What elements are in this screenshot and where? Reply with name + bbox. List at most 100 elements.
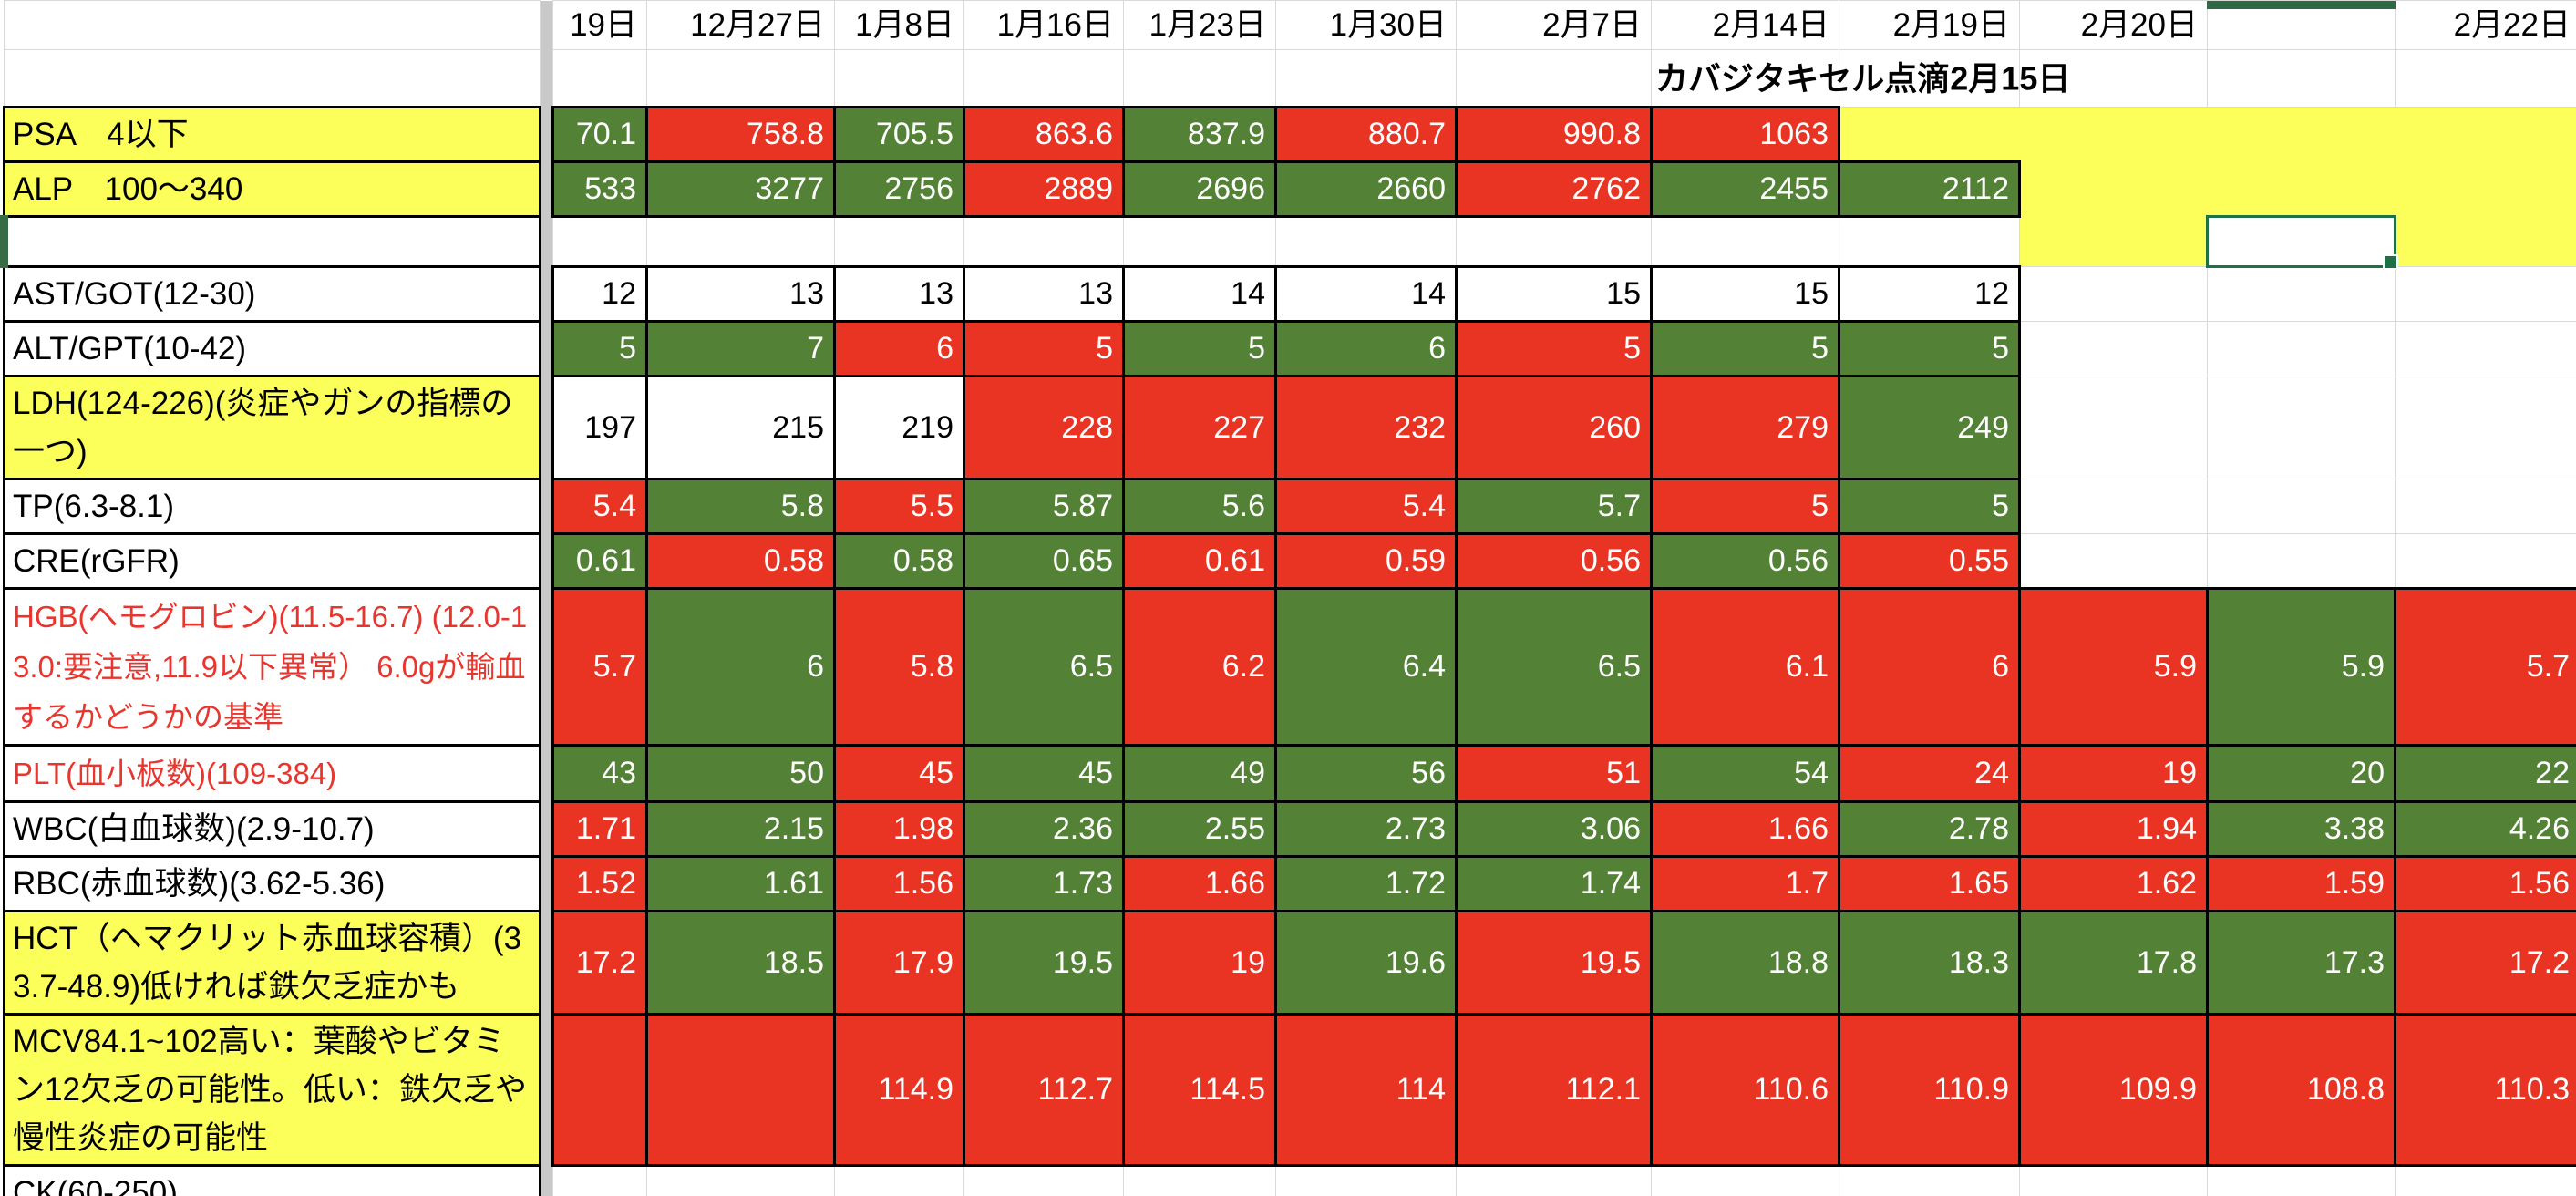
date-header-0[interactable]: 19日: [552, 0, 647, 50]
note-row-cell-9[interactable]: [2019, 49, 2208, 108]
cell-rbc-2月20日[interactable]: 1.62: [2018, 855, 2209, 912]
row-label-hgb[interactable]: HGB(ヘモグロビン)(11.5-16.7) (12.0-13.0:要注意,11…: [3, 587, 541, 747]
date-header-3[interactable]: 1月16日: [963, 0, 1124, 50]
cell-mcv-2月22日[interactable]: 110.3: [2394, 1013, 2576, 1167]
cell-cre-1月30日[interactable]: 0.59: [1274, 532, 1458, 590]
cell-wbc-1月16日[interactable]: 2.36: [963, 800, 1125, 858]
cell-alp-2月21日[interactable]: [2207, 161, 2396, 217]
cell-wbc-2月19日[interactable]: 2.78: [1838, 800, 2021, 858]
cell-alp-2月7日[interactable]: 2762: [1455, 160, 1653, 218]
row-label-plt[interactable]: PLT(血小板数)(109-384): [3, 744, 541, 803]
cell-rbc-1月30日[interactable]: 1.72: [1274, 855, 1458, 912]
note-row-cell-10[interactable]: [2207, 49, 2396, 108]
row-label-ldh[interactable]: LDH(124-226)(炎症やガンの指標の一つ): [3, 375, 541, 480]
cell-hgb-2月20日[interactable]: 5.9: [2018, 587, 2209, 747]
cell-hgb-1月23日[interactable]: 6.2: [1122, 587, 1277, 747]
row-label-ast[interactable]: AST/GOT(12-30): [3, 265, 541, 323]
note-row-cell-5[interactable]: [1275, 49, 1457, 108]
cell-hct-2月21日[interactable]: 17.3: [2206, 910, 2396, 1016]
cell-plt-2月14日[interactable]: 54: [1650, 744, 1840, 803]
cell-ldh-19日[interactable]: 197: [551, 375, 648, 480]
cell-cre-2月19日[interactable]: 0.55: [1838, 532, 2021, 590]
cell-rbc-1月8日[interactable]: 1.56: [833, 855, 965, 912]
cell-cre-2月20日[interactable]: [2019, 533, 2208, 589]
cell-ck-1月8日[interactable]: [834, 1165, 964, 1196]
cell-mcv-1月8日[interactable]: 114.9: [833, 1013, 965, 1167]
cell-alp-2月14日[interactable]: 2455: [1650, 160, 1840, 218]
cell-mcv-1月16日[interactable]: 112.7: [963, 1013, 1125, 1167]
cell-rbc-12月27日[interactable]: 1.61: [645, 855, 836, 912]
row-label-alt[interactable]: ALT/GPT(10-42): [3, 320, 541, 377]
cell-psa-2月20日[interactable]: [2019, 107, 2208, 162]
cell-ldh-1月30日[interactable]: 232: [1274, 375, 1458, 480]
cell-tp-2月20日[interactable]: [2019, 479, 2208, 534]
cell-wbc-2月21日[interactable]: 3.38: [2206, 800, 2396, 858]
cell-plt-12月27日[interactable]: 50: [645, 744, 836, 803]
note-row-cell-2[interactable]: [834, 49, 964, 108]
cell-blank-row-2月19日[interactable]: [1839, 216, 2020, 267]
selected-cell[interactable]: [2206, 215, 2400, 272]
cell-hgb-2月7日[interactable]: 6.5: [1455, 587, 1653, 747]
date-header-2[interactable]: 1月8日: [834, 0, 964, 50]
cell-alt-2月14日[interactable]: 5: [1650, 320, 1840, 377]
cell-cre-2月22日[interactable]: [2395, 533, 2576, 589]
cell-ldh-12月27日[interactable]: 215: [645, 375, 836, 480]
cell-mcv-2月7日[interactable]: 112.1: [1455, 1013, 1653, 1167]
note-row-cell-1[interactable]: [646, 49, 835, 108]
cell-ldh-2月7日[interactable]: 260: [1455, 375, 1653, 480]
cell-ast-1月30日[interactable]: 14: [1274, 265, 1458, 323]
cell-hgb-1月8日[interactable]: 5.8: [833, 587, 965, 747]
row-label-mcv[interactable]: MCV84.1~102高い：葉酸やビタミン12欠乏の可能性。低い：鉄欠乏や慢性炎…: [3, 1013, 541, 1167]
cell-tp-2月7日[interactable]: 5.7: [1455, 478, 1653, 535]
cell-psa-1月16日[interactable]: 863.6: [963, 106, 1125, 163]
cell-ck-1月30日[interactable]: [1275, 1165, 1457, 1196]
cell-wbc-2月22日[interactable]: 4.26: [2394, 800, 2576, 858]
cell-blank-row-2月22日[interactable]: [2395, 216, 2576, 267]
cell-wbc-1月23日[interactable]: 2.55: [1122, 800, 1277, 858]
cell-blank-row-1月30日[interactable]: [1275, 216, 1457, 267]
note-row-cell-4[interactable]: [1123, 49, 1276, 108]
cell-ldh-1月23日[interactable]: 227: [1122, 375, 1277, 480]
note-row-cell-8[interactable]: [1839, 49, 2020, 108]
cell-plt-2月22日[interactable]: 22: [2394, 744, 2576, 803]
date-header-5[interactable]: 1月30日: [1275, 0, 1457, 50]
cell-cre-12月27日[interactable]: 0.58: [645, 532, 836, 590]
row-label-psa[interactable]: PSA 4以下: [3, 106, 541, 163]
cell-rbc-2月22日[interactable]: 1.56: [2394, 855, 2576, 912]
cell-ast-2月19日[interactable]: 12: [1838, 265, 2021, 323]
cell-blank-row-2月20日[interactable]: [2019, 216, 2208, 267]
cell-alt-19日[interactable]: 5: [551, 320, 648, 377]
cell-tp-19日[interactable]: 5.4: [551, 478, 648, 535]
cell-alt-2月22日[interactable]: [2395, 321, 2576, 376]
cell-alt-1月16日[interactable]: 5: [963, 320, 1125, 377]
date-header-7[interactable]: 2月14日: [1651, 0, 1839, 50]
row-label-alp[interactable]: ALP 100〜340: [3, 160, 541, 218]
cell-hct-1月23日[interactable]: 19: [1122, 910, 1277, 1016]
cell-blank-row-2月7日[interactable]: [1456, 216, 1652, 267]
cell-ast-19日[interactable]: 12: [551, 265, 648, 323]
cell-tp-2月22日[interactable]: [2395, 479, 2576, 534]
cell-ck-2月19日[interactable]: [1839, 1165, 2020, 1196]
cell-alt-2月21日[interactable]: [2207, 321, 2396, 376]
cell-rbc-2月14日[interactable]: 1.7: [1650, 855, 1840, 912]
cell-blank-row-1月16日[interactable]: [963, 216, 1124, 267]
cell-hct-1月30日[interactable]: 19.6: [1274, 910, 1458, 1016]
cell-wbc-2月7日[interactable]: 3.06: [1455, 800, 1653, 858]
cell-ldh-2月22日[interactable]: [2395, 376, 2576, 479]
date-header-4[interactable]: 1月23日: [1123, 0, 1276, 50]
cell-psa-12月27日[interactable]: 758.8: [645, 106, 836, 163]
cell-ck-19日[interactable]: [552, 1165, 647, 1196]
cell-tp-2月14日[interactable]: 5: [1650, 478, 1840, 535]
cell-alt-1月23日[interactable]: 5: [1122, 320, 1277, 377]
cell-alt-2月7日[interactable]: 5: [1455, 320, 1653, 377]
cell-psa-1月30日[interactable]: 880.7: [1274, 106, 1458, 163]
note-row-cell-7[interactable]: カバジタキセル点滴2月15日: [1651, 49, 2070, 108]
cell-tp-1月16日[interactable]: 5.87: [963, 478, 1125, 535]
cell-rbc-1月23日[interactable]: 1.66: [1122, 855, 1277, 912]
cell-ldh-2月20日[interactable]: [2019, 376, 2208, 479]
row-label-blank-row[interactable]: [0, 215, 541, 268]
cell-plt-2月21日[interactable]: 20: [2206, 744, 2396, 803]
cell-ast-2月22日[interactable]: [2395, 266, 2576, 322]
cell-hct-2月20日[interactable]: 17.8: [2018, 910, 2209, 1016]
note-row-cell-11[interactable]: [2395, 49, 2576, 108]
